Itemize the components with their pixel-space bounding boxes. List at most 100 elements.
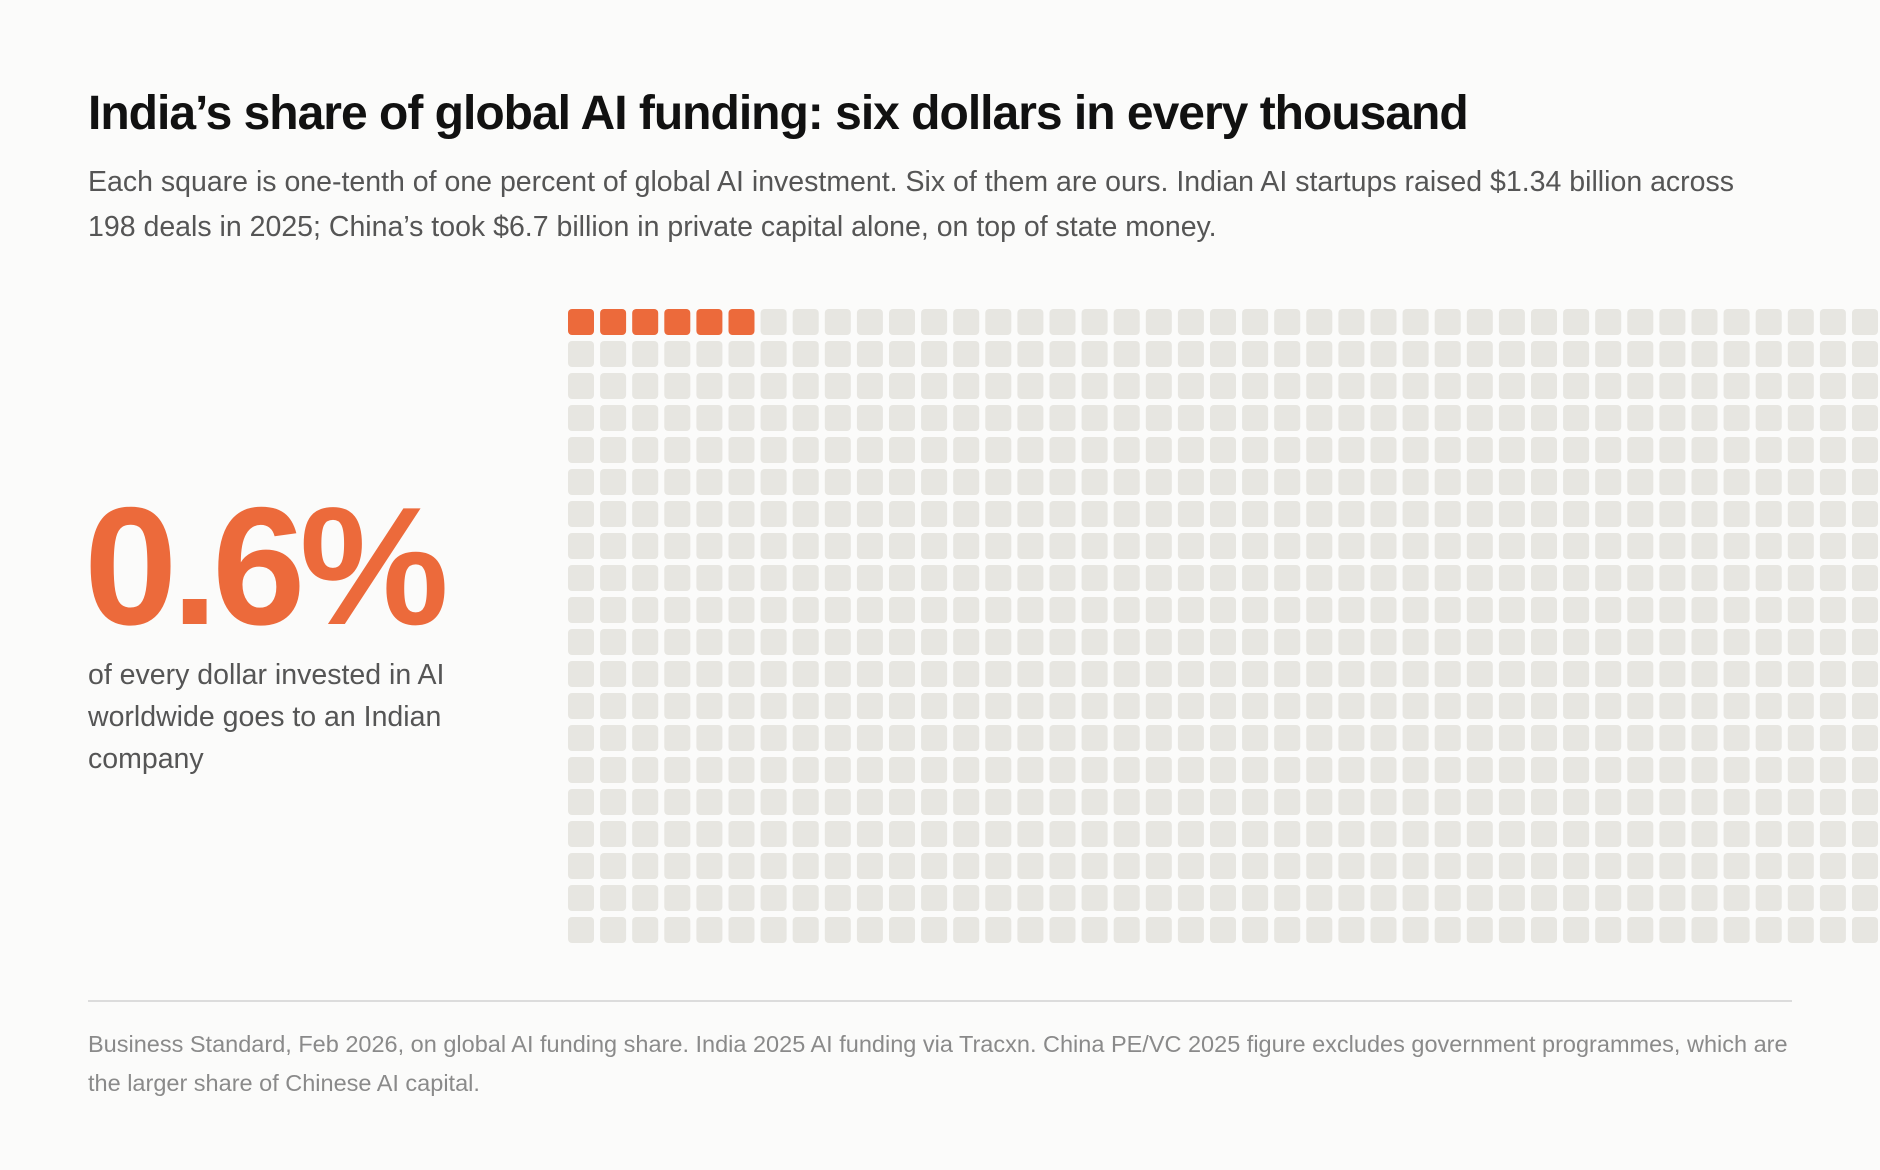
waffle-square-rest (760, 693, 787, 719)
waffle-square-rest (1531, 853, 1557, 879)
waffle-square-rest (953, 757, 980, 783)
waffle-square-rest (824, 373, 851, 399)
waffle-square-rest (632, 853, 659, 879)
waffle-square-rest (1595, 725, 1622, 751)
waffle-square-rest (1563, 373, 1590, 399)
waffle-square-rest (856, 309, 883, 335)
waffle-square-rest (921, 917, 948, 943)
waffle-square-rest (1691, 309, 1718, 335)
waffle-square-rest (1819, 309, 1846, 335)
waffle-square-rest (600, 469, 627, 495)
waffle-square-rest (1595, 405, 1622, 431)
waffle-square-rest (1563, 597, 1590, 623)
waffle-square-rest (1274, 373, 1301, 399)
waffle-square-rest (1466, 725, 1493, 751)
waffle-square-rest (1017, 341, 1044, 367)
waffle-square-rest (1787, 341, 1814, 367)
waffle-square-rest (664, 757, 691, 783)
waffle-square-rest (1017, 629, 1044, 655)
share-stat-caption: of every dollar invested in AI worldwide… (88, 659, 445, 775)
waffle-square-rest (889, 853, 915, 879)
waffle-square-rest (1210, 885, 1236, 911)
waffle-square-rest (1402, 565, 1429, 591)
waffle-square-rest (1659, 597, 1686, 623)
waffle-square-rest (1627, 917, 1654, 943)
waffle-square-rest (1242, 661, 1269, 687)
waffle-square-rest (1434, 565, 1461, 591)
waffle-square-rest (1627, 533, 1654, 559)
waffle-square-rest (1210, 597, 1236, 623)
waffle-square-rest (792, 501, 819, 527)
waffle-square-rest (1691, 853, 1718, 879)
waffle-square-rest (1531, 469, 1557, 495)
waffle-square-rest (889, 373, 915, 399)
waffle-square-rest (1434, 885, 1461, 911)
waffle-square-rest (1755, 661, 1782, 687)
waffle-square-rest (889, 597, 915, 623)
waffle-square-rest (1852, 629, 1878, 655)
waffle-square-rest (1691, 565, 1718, 591)
waffle-square-rest (1434, 469, 1461, 495)
waffle-square-rest (728, 565, 755, 591)
waffle-square-rest (1691, 597, 1718, 623)
waffle-square-rest (1145, 693, 1172, 719)
waffle-square-rest (953, 853, 980, 879)
waffle-square-rest (728, 597, 755, 623)
waffle-square-rest (1113, 597, 1140, 623)
waffle-square-rest (1370, 661, 1397, 687)
waffle-square-rest (1723, 629, 1750, 655)
waffle-square-rest (1531, 437, 1557, 463)
waffle-square-rest (664, 885, 691, 911)
waffle-square-rest (1852, 405, 1878, 431)
waffle-square-rest (568, 661, 594, 687)
waffle-square-rest (953, 629, 980, 655)
waffle-square-rest (889, 405, 915, 431)
waffle-square-rest (1017, 821, 1044, 847)
waffle-square-rest (1049, 885, 1076, 911)
waffle-square-rest (1787, 437, 1814, 463)
waffle-square-rest (1081, 661, 1108, 687)
waffle-square-rest (792, 917, 819, 943)
waffle-square-rest (1563, 565, 1590, 591)
waffle-square-rest (664, 533, 691, 559)
waffle-square-rest (1627, 821, 1654, 847)
waffle-square-rest (1145, 533, 1172, 559)
waffle-square-rest (760, 597, 787, 623)
waffle-square-rest (1466, 437, 1493, 463)
waffle-square-rest (1627, 885, 1654, 911)
waffle-square-rest (1113, 853, 1140, 879)
waffle-square-rest (921, 757, 948, 783)
waffle-square-rest (1531, 565, 1557, 591)
waffle-square-rest (1274, 789, 1301, 815)
waffle-square-rest (1113, 885, 1140, 911)
waffle-square-rest (1531, 501, 1557, 527)
waffle-square-rest (600, 693, 627, 719)
waffle-square-rest (1595, 885, 1622, 911)
waffle-square-rest (1338, 693, 1365, 719)
waffle-square-rest (985, 565, 1012, 591)
waffle-square-rest (856, 373, 883, 399)
waffle-square-rest (1691, 693, 1718, 719)
waffle-square-rest (1177, 629, 1204, 655)
waffle-square-rest (728, 885, 755, 911)
waffle-square-rest (1787, 501, 1814, 527)
waffle-square-rest (1852, 469, 1878, 495)
waffle-square-rest (1498, 629, 1525, 655)
waffle-square-rest (1177, 533, 1204, 559)
waffle-square-rest (760, 469, 787, 495)
waffle-square-rest (1177, 693, 1204, 719)
waffle-square-rest (1145, 501, 1172, 527)
waffle-square-rest (792, 789, 819, 815)
waffle-square-rest (1691, 661, 1718, 687)
waffle-square-rest (1755, 853, 1782, 879)
waffle-square-rest (953, 341, 980, 367)
waffle-square-rest (568, 341, 594, 367)
waffle-square-rest (760, 565, 787, 591)
waffle-square-rest (856, 789, 883, 815)
waffle-square-rest (1017, 373, 1044, 399)
waffle-square-rest (1852, 757, 1878, 783)
waffle-square-rest (760, 853, 787, 879)
waffle-square-rest (1787, 917, 1814, 943)
waffle-square-rest (856, 533, 883, 559)
waffle-square-rest (1242, 757, 1269, 783)
